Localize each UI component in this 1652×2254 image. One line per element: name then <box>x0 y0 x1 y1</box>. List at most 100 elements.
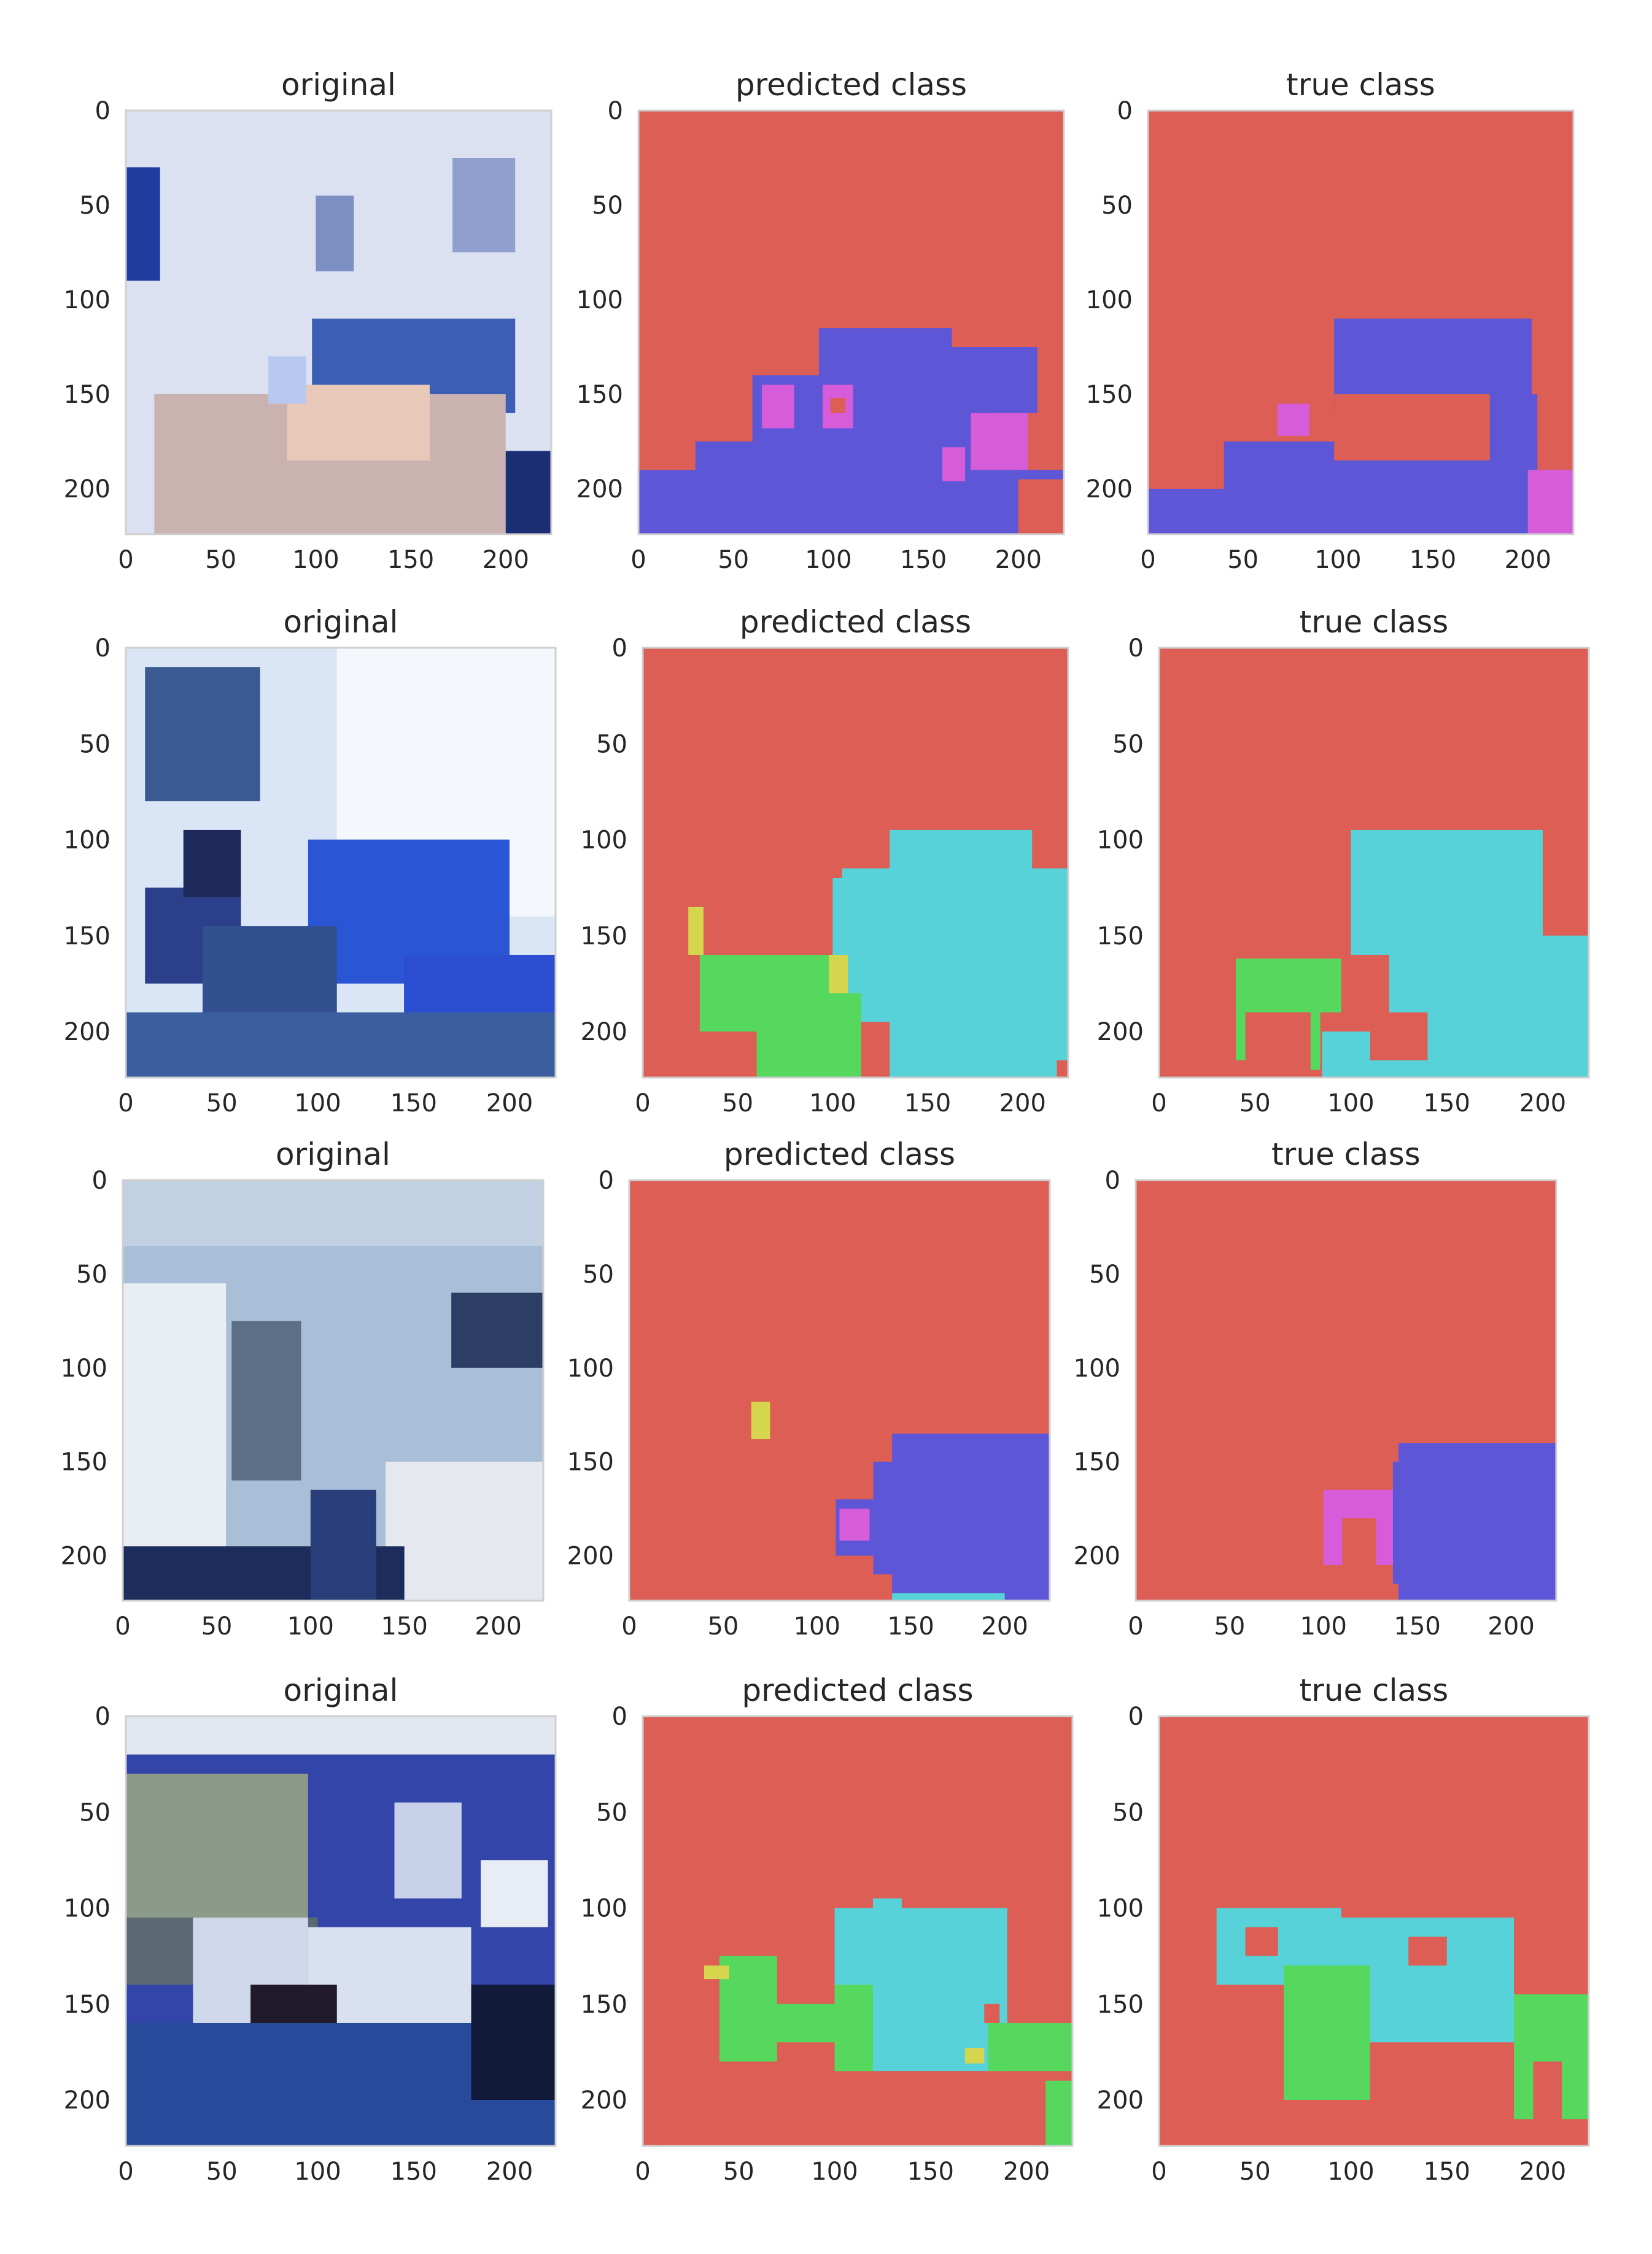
x-tick-label: 200 <box>981 1612 1028 1641</box>
x-tick-label: 0 <box>630 546 646 574</box>
class-cyan-region <box>873 1898 902 1927</box>
x-tick-label: 200 <box>486 2158 533 2186</box>
x-tick-label: 150 <box>390 1089 437 1117</box>
y-tick-label: 50 <box>1112 1798 1144 1827</box>
x-tick-label: 200 <box>1519 1089 1566 1117</box>
x-tick-label: 200 <box>475 1612 521 1641</box>
y-tick-label: 200 <box>567 1542 614 1571</box>
y-tick-label: 100 <box>567 1354 614 1383</box>
row2-true-panel: true class 0 50 100 150 200 0 50 100 150 200 <box>1097 604 1590 1117</box>
y-tick-label: 0 <box>1128 634 1144 663</box>
y-tick-label: 200 <box>1097 2086 1144 2115</box>
y-tick-label: 50 <box>596 730 627 758</box>
row1-original-panel: original 0 50 100 150 200 0 50 100 150 200 <box>64 67 553 574</box>
background-region <box>1334 394 1490 461</box>
x-tick-label: 50 <box>205 546 236 574</box>
x-tick-label: 100 <box>1327 2158 1374 2186</box>
photo-region <box>481 1860 548 1927</box>
x-tick-label: 0 <box>1151 2158 1166 2186</box>
background-region <box>830 398 846 413</box>
panel-title: predicted class <box>724 1137 955 1172</box>
y-tick-label: 100 <box>1097 826 1144 855</box>
row3-true-panel: true class 0 50 100 150 200 0 50 100 150 200 <box>1074 1137 1557 1641</box>
y-tick-label: 50 <box>1089 1261 1120 1289</box>
y-tick-label: 0 <box>608 97 623 125</box>
panel-title: true class <box>1300 1673 1449 1708</box>
class-cyan-region <box>842 868 1068 1012</box>
class-green-region <box>1284 1965 1370 2100</box>
y-tick-label: 100 <box>581 826 627 855</box>
y-tick-label: 0 <box>95 634 111 663</box>
y-tick-label: 100 <box>1086 286 1133 314</box>
class-green-region <box>988 2023 1072 2072</box>
x-tick-label: 150 <box>907 2158 954 2186</box>
y-tick-label: 0 <box>95 1703 111 1731</box>
photo-region <box>123 1180 543 1246</box>
x-tick-label: 100 <box>292 546 339 574</box>
panels-group: original 0 50 100 150 200 0 50 100 150 200 predicte… <box>61 67 1590 2186</box>
class-magenta-region <box>971 413 1028 470</box>
x-tick-label: 100 <box>1314 546 1361 574</box>
image-area <box>629 1180 1050 1601</box>
y-tick-label: 50 <box>596 1798 627 1827</box>
x-tick-label: 50 <box>723 2158 754 2186</box>
y-tick-label: 50 <box>79 1798 111 1827</box>
y-tick-label: 100 <box>64 826 111 855</box>
class-magenta-region <box>1277 403 1309 436</box>
image-area <box>1148 111 1573 534</box>
image-area <box>126 111 551 534</box>
photo-region <box>126 1773 308 1927</box>
panel-title: original <box>276 1137 390 1172</box>
x-tick-label: 200 <box>999 1089 1046 1117</box>
class-green-region <box>834 1984 873 2072</box>
y-tick-label: 200 <box>61 1542 107 1571</box>
y-tick-label: 100 <box>1074 1354 1120 1383</box>
row2-original-panel: original 0 50 100 150 200 0 50 100 150 200 <box>64 604 557 1117</box>
y-tick-label: 200 <box>576 475 623 503</box>
y-tick-label: 100 <box>64 286 111 314</box>
x-tick-label: 200 <box>995 546 1042 574</box>
image-area <box>643 1716 1072 2146</box>
panel-title: original <box>284 1673 398 1708</box>
x-tick-label: 150 <box>1410 546 1456 574</box>
photo-region <box>231 1321 301 1481</box>
photo-region <box>268 356 306 404</box>
photo-region <box>183 830 241 898</box>
x-tick-label: 100 <box>809 1089 856 1117</box>
background-region <box>1245 1927 1278 1956</box>
y-tick-label: 50 <box>1101 192 1133 220</box>
y-tick-label: 50 <box>79 730 111 758</box>
class-green-region <box>1236 1003 1246 1060</box>
photo-region <box>505 451 551 534</box>
x-tick-label: 50 <box>722 1089 753 1117</box>
y-tick-label: 200 <box>64 475 111 503</box>
panel-title: original <box>281 67 396 103</box>
y-tick-label: 150 <box>581 1991 627 2019</box>
photo-region <box>126 1716 556 1755</box>
x-tick-label: 100 <box>294 2158 341 2186</box>
class-blue-region <box>1392 1461 1556 1584</box>
class-yellow-region <box>688 906 704 955</box>
background-region <box>984 2003 1000 2023</box>
y-tick-label: 150 <box>64 1991 111 2019</box>
x-tick-label: 50 <box>707 1612 739 1641</box>
photo-region <box>126 167 160 281</box>
row4-true-panel: true class 0 50 100 150 200 0 50 100 150 200 <box>1097 1673 1590 2186</box>
y-tick-label: 150 <box>581 922 627 950</box>
x-tick-label: 100 <box>1300 1612 1347 1641</box>
y-tick-label: 100 <box>581 1895 627 1923</box>
photo-region <box>386 1461 543 1601</box>
class-green-region <box>1514 1994 1589 2062</box>
y-tick-label: 50 <box>79 192 111 220</box>
class-yellow-region <box>751 1401 770 1440</box>
class-cyan-region <box>1351 830 1543 955</box>
y-tick-label: 0 <box>599 1167 614 1195</box>
image-area <box>1136 1180 1556 1601</box>
photo-region <box>316 195 354 271</box>
panel-title: predicted class <box>735 67 967 103</box>
x-tick-label: 200 <box>1505 546 1551 574</box>
y-tick-label: 150 <box>64 922 111 950</box>
row1-true-panel: true class 0 50 100 150 200 0 50 100 150 200 <box>1086 67 1575 574</box>
image-area <box>638 111 1064 534</box>
